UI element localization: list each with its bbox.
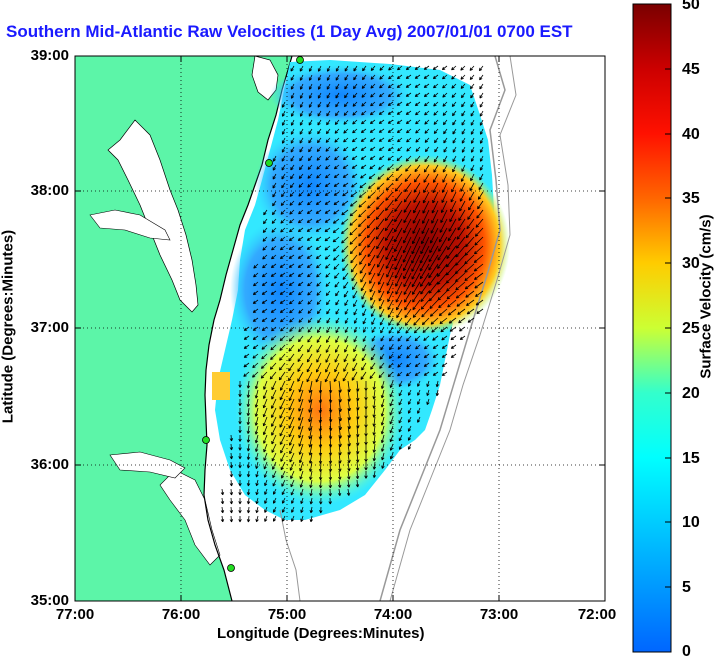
pamlico-sound: [159, 469, 221, 566]
x-tick-label: 75:00: [267, 606, 307, 623]
station-marker: [202, 436, 210, 444]
colorbar: [632, 3, 672, 653]
chesapeake-bay: [107, 119, 199, 313]
map-title: Southern Mid-Atlantic Raw Velocities (1 …: [6, 22, 573, 41]
x-tick-label: 74:00: [373, 606, 413, 623]
x-tick-label: 72:00: [577, 606, 617, 623]
y-tick-label: 37:00: [30, 319, 69, 336]
colorbar-tick-label: 20: [682, 385, 700, 402]
colorbar-tick-label: 40: [682, 126, 700, 143]
y-tick-label: 38:00: [30, 182, 69, 199]
velocity-arrows: [220, 65, 484, 523]
colorbar-tick-label: 25: [682, 320, 700, 337]
station-marker: [296, 56, 304, 64]
x-tick-label: 77:00: [55, 606, 95, 623]
station-marker: [265, 159, 273, 167]
colorbar-tick-label: 0: [682, 643, 691, 660]
colorbar-tick-label: 50: [682, 0, 700, 13]
y-axis-label: Latitude (Degrees:Minutes): [0, 229, 17, 424]
barrier-coast: [203, 56, 293, 601]
y-tick-label: 39:00: [30, 47, 69, 64]
x-axis-label: Longitude (Degrees:Minutes): [217, 625, 425, 642]
colorbar-tick-label: 5: [682, 579, 691, 596]
x-tick-label: 73:00: [479, 606, 519, 623]
colorbar-tick-label: 10: [682, 514, 700, 531]
y-tick-label: 35:00: [30, 592, 69, 609]
velocity-vectors: [220, 65, 484, 523]
y-tick-label: 36:00: [30, 456, 69, 473]
colorbar-tick-label: 35: [682, 190, 700, 207]
colorbar-tick-label: 45: [682, 61, 700, 78]
colorbar-tick-label: 15: [682, 450, 700, 467]
hf-radar-stations: [202, 56, 304, 572]
colorbar-tick-label: 30: [682, 255, 700, 272]
grid: [75, 56, 605, 601]
station-marker: [227, 564, 235, 572]
colorbar-label: Surface Velocity (cm/s): [697, 214, 715, 379]
x-tick-label: 76:00: [161, 606, 201, 623]
potomac-river: [89, 209, 171, 241]
